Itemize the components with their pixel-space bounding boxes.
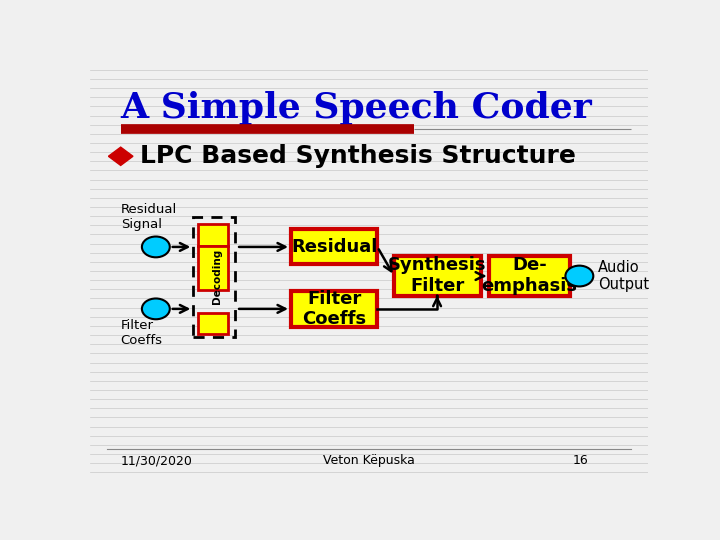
Text: Filter
Coeffs: Filter Coeffs bbox=[302, 289, 366, 328]
Text: A Simple Speech Coder: A Simple Speech Coder bbox=[121, 91, 593, 125]
Circle shape bbox=[565, 266, 593, 286]
Text: Decoding: Decoding bbox=[212, 249, 222, 305]
Text: Veton Këpuska: Veton Këpuska bbox=[323, 454, 415, 467]
Text: Audio
Output: Audio Output bbox=[598, 260, 649, 292]
Text: Filter
Coeffs: Filter Coeffs bbox=[121, 319, 163, 347]
FancyBboxPatch shape bbox=[291, 229, 377, 265]
Text: 11/30/2020: 11/30/2020 bbox=[121, 454, 192, 467]
Polygon shape bbox=[109, 147, 133, 165]
Text: Residual
Signal: Residual Signal bbox=[121, 202, 177, 231]
Circle shape bbox=[142, 237, 170, 258]
Text: 16: 16 bbox=[573, 454, 589, 467]
FancyBboxPatch shape bbox=[394, 256, 481, 295]
FancyBboxPatch shape bbox=[198, 246, 228, 290]
FancyBboxPatch shape bbox=[198, 224, 228, 246]
Text: Residual: Residual bbox=[291, 238, 377, 256]
FancyBboxPatch shape bbox=[198, 313, 228, 334]
Text: LPC Based Synthesis Structure: LPC Based Synthesis Structure bbox=[140, 144, 576, 168]
Circle shape bbox=[142, 299, 170, 319]
FancyBboxPatch shape bbox=[291, 292, 377, 327]
FancyBboxPatch shape bbox=[489, 256, 570, 295]
Text: De-
emphasis: De- emphasis bbox=[482, 256, 577, 295]
Text: Synthesis
Filter: Synthesis Filter bbox=[388, 256, 487, 295]
